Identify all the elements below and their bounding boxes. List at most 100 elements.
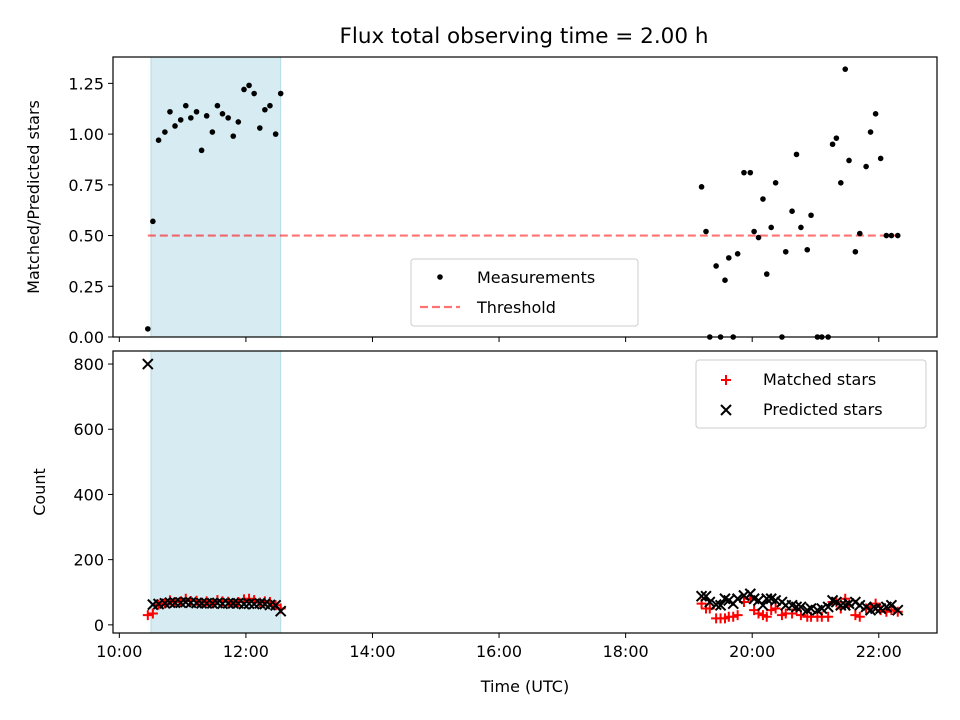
measurement-point [760, 196, 766, 202]
measurement-point [225, 115, 231, 121]
measurement-point [863, 163, 869, 170]
chart-title: Flux total observing time = 2.00 h [340, 24, 709, 49]
matched-star-point [850, 610, 861, 621]
measurement-point [209, 129, 216, 135]
measurement-point [235, 119, 242, 125]
measurement-point [798, 224, 804, 231]
measurement-point [267, 102, 273, 109]
y-tick-label: 0.00 [68, 328, 104, 347]
predicted-star-point [892, 604, 904, 616]
measurement-point [808, 212, 814, 219]
measurement-point [198, 147, 205, 154]
highlight-span [150, 56, 282, 338]
matched-star-point [244, 593, 255, 604]
measurement-point [894, 232, 901, 239]
x-tick-label: 12:00 [223, 642, 269, 661]
matched-star-point [823, 611, 834, 622]
matched-star-point [728, 611, 739, 622]
measurement-point [725, 255, 732, 261]
predicted-star-point [757, 599, 769, 611]
measurement-point [734, 251, 741, 257]
y-tick-label: 1.25 [68, 74, 104, 93]
y-tick-label: 800 [73, 355, 104, 374]
measurement-point [182, 102, 189, 109]
x-tick-label: 16:00 [476, 642, 522, 661]
measurement-point [867, 129, 874, 135]
measurement-point [713, 263, 719, 269]
matched-star-point [761, 611, 772, 622]
measurement-point [145, 326, 151, 332]
measurement-point [833, 135, 840, 141]
y-axis-label: Count [30, 468, 49, 516]
measurement-point [846, 157, 852, 164]
measurement-point [722, 277, 728, 283]
x-axis-label: Time (UTC) [480, 677, 569, 696]
predicted-star-point [195, 597, 208, 610]
predicted-star-point [714, 599, 727, 611]
y-tick-label: 0.25 [68, 277, 104, 296]
axes-frame [112, 350, 938, 634]
measurement-point [793, 151, 800, 158]
measurement-point [829, 141, 836, 148]
measurement-point [763, 271, 770, 277]
measurement-point [241, 86, 247, 93]
measurement-point [872, 111, 879, 117]
legend-marker-measurements [437, 274, 443, 280]
matched-star-point [886, 605, 897, 616]
measurement-point [162, 129, 168, 135]
matched-star-point [732, 610, 743, 621]
measurement-point [842, 66, 849, 72]
measurement-point [167, 108, 173, 115]
measurement-point [272, 131, 279, 137]
matched-star-point [854, 611, 865, 622]
y-tick-label: 600 [73, 420, 104, 439]
measurement-point [804, 246, 811, 253]
bottom-panel: 0 200 400 600 800 10:00 12:00 14:00 16:00 18:00 20… [30, 350, 938, 696]
x-tick-label: 14:00 [349, 642, 395, 661]
legend-box [695, 359, 927, 429]
legend-label: Measurements [477, 268, 595, 287]
measurement-point [188, 115, 194, 121]
y-tick-label: 0.75 [68, 176, 104, 195]
legend-label: Matched stars [763, 370, 876, 389]
y-tick-label: 0.50 [68, 227, 104, 246]
predicted-star-point [731, 593, 744, 605]
matched-star-point [147, 608, 158, 619]
measurement-point [838, 179, 844, 186]
highlight-span [150, 350, 282, 634]
measurement-point [768, 224, 774, 231]
measurement-point [177, 117, 184, 123]
matched-star-point [892, 606, 903, 617]
x-tick-label: 18:00 [603, 642, 649, 661]
measurement-point [747, 169, 754, 176]
predicted-star-point [761, 593, 773, 605]
measurement-point [214, 102, 221, 109]
predicted-star-point [695, 590, 708, 602]
predicted-star-point [700, 590, 712, 602]
measurement-point [150, 218, 156, 225]
predicted-star-point [885, 599, 898, 611]
x-tick-label: 10:00 [96, 642, 142, 661]
measurement-point [789, 208, 795, 215]
measurement-point [782, 248, 789, 255]
predicted-star-point [790, 601, 803, 613]
measurement-point [852, 248, 859, 255]
predicted-star-point [275, 605, 287, 617]
axes-frame [112, 56, 938, 338]
measurement-point [698, 184, 705, 190]
legend-marker-predicted [720, 404, 732, 416]
measurement-point [772, 179, 779, 186]
y-tick-label: 400 [73, 485, 104, 504]
measurement-point [193, 108, 200, 115]
measurement-point [888, 232, 895, 239]
y-tick-label: 0 [94, 616, 104, 635]
measurement-point [219, 111, 226, 117]
measurement-point [883, 232, 890, 239]
legend-label: Threshold [476, 298, 556, 317]
x-tick-label: 20:00 [729, 642, 775, 661]
legend-marker-matched [721, 375, 731, 385]
y-tick-label: 1.00 [68, 125, 104, 144]
matched-star-point [770, 603, 781, 614]
measurement-point [155, 137, 162, 143]
